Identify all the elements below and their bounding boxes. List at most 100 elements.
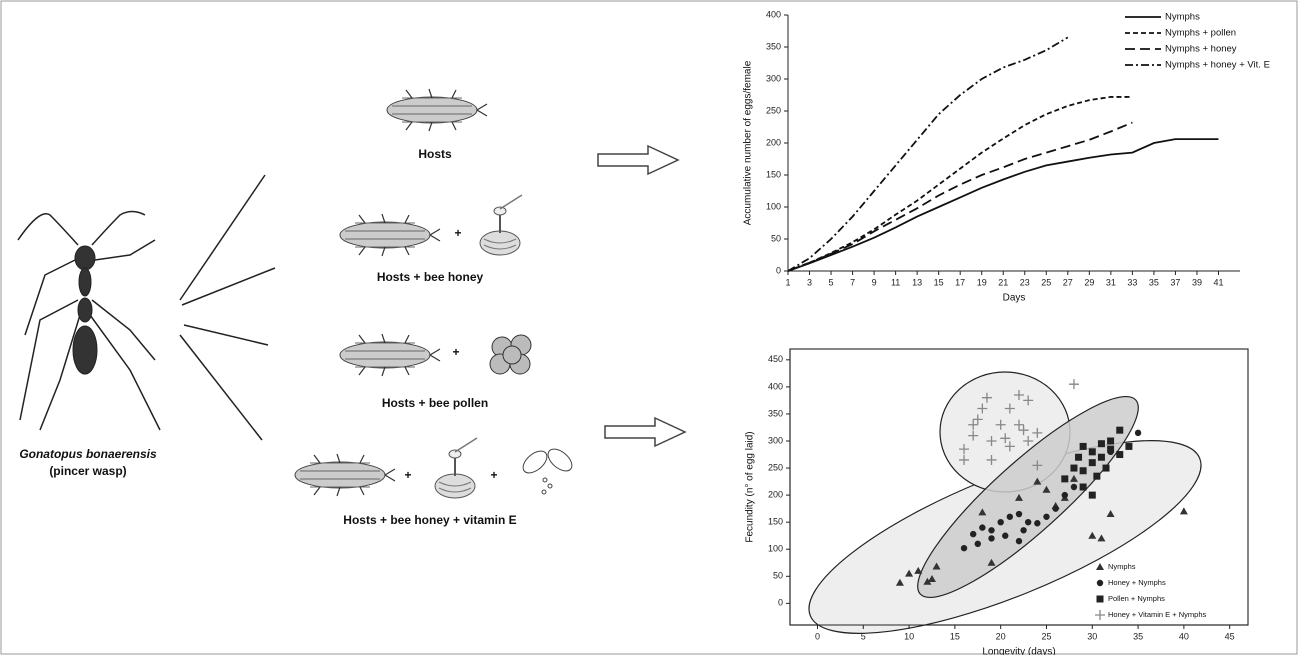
pollen-icon <box>489 334 532 375</box>
data-point <box>1014 390 1024 400</box>
wasp-illustration <box>17 210 161 431</box>
y-tick-label: 50 <box>773 571 783 581</box>
y-tick-label: 0 <box>778 598 783 608</box>
x-tick-label: 1 <box>785 277 790 287</box>
data-point <box>1107 445 1115 453</box>
legend-swatch <box>1096 595 1104 603</box>
x-tick-label: 11 <box>891 277 900 287</box>
y-tick-label: 250 <box>766 105 781 115</box>
data-point <box>1116 451 1124 459</box>
data-point <box>1125 442 1133 450</box>
y-axis-label: Accumulative number of eggs/female <box>743 60 754 225</box>
data-point <box>987 558 996 566</box>
data-point <box>979 524 986 531</box>
y-tick-label: 100 <box>766 201 781 211</box>
data-point <box>1018 425 1029 436</box>
legend-swatch <box>1095 610 1105 620</box>
x-tick-label: 23 <box>1020 277 1030 287</box>
data-point <box>1088 459 1096 467</box>
data-point <box>1079 467 1087 475</box>
x-tick-label: 27 <box>1063 277 1073 287</box>
data-point <box>895 578 904 586</box>
x-tick-label: 33 <box>1127 277 1137 287</box>
y-tick-label: 200 <box>768 489 783 499</box>
data-point <box>1116 426 1124 434</box>
data-point <box>905 569 914 577</box>
x-tick-label: 20 <box>996 631 1006 641</box>
data-point <box>1023 395 1034 406</box>
x-tick-label: 25 <box>1041 631 1051 641</box>
y-tick-label: 400 <box>768 381 783 391</box>
fan-lines <box>179 174 276 441</box>
y-tick-label: 100 <box>768 544 783 554</box>
data-point <box>1075 453 1083 461</box>
data-point <box>1061 491 1069 499</box>
y-tick-label: 0 <box>776 265 781 275</box>
data-point <box>1061 475 1069 483</box>
data-point <box>978 508 987 516</box>
data-point <box>1032 460 1043 471</box>
x-tick-label: 31 <box>1106 277 1116 287</box>
data-point <box>1006 513 1014 520</box>
data-point <box>1024 518 1032 526</box>
vitamin-icon <box>522 448 573 495</box>
data-point <box>1034 520 1041 527</box>
data-point <box>997 518 1004 526</box>
data-point <box>1070 464 1078 472</box>
plus-sign: + <box>404 468 411 482</box>
data-point <box>1015 510 1023 518</box>
data-point <box>1000 433 1011 444</box>
data-point <box>1020 527 1027 534</box>
y-tick-label: 400 <box>766 9 781 19</box>
data-point <box>1070 483 1078 491</box>
data-point <box>968 430 979 441</box>
data-point <box>1088 491 1096 499</box>
x-tick-label: 17 <box>955 277 965 287</box>
treatment-label: Hosts + bee honey + vitamin E <box>343 513 516 527</box>
legend-label: Honey + Vitamin E + Nymphs <box>1108 610 1206 619</box>
data-point <box>927 575 936 582</box>
data-point <box>1042 485 1051 493</box>
data-line <box>787 36 1069 272</box>
data-point <box>1088 531 1097 539</box>
y-tick-label: 300 <box>768 435 783 445</box>
data-point <box>1097 534 1106 542</box>
x-tick-label: 25 <box>1041 277 1051 287</box>
y-tick-label: 450 <box>768 354 783 364</box>
x-tick-label: 5 <box>861 631 866 641</box>
data-point <box>1015 493 1023 501</box>
data-point <box>1079 483 1087 491</box>
data-point <box>1107 437 1115 445</box>
x-tick-label: 13 <box>912 277 922 287</box>
data-point <box>1043 513 1050 520</box>
data-point <box>981 392 992 403</box>
data-point <box>1032 427 1043 438</box>
data-point <box>1069 474 1078 482</box>
y-tick-label: 150 <box>766 169 781 179</box>
data-point <box>959 454 970 465</box>
data-point <box>1093 472 1101 480</box>
x-tick-label: 35 <box>1149 277 1159 287</box>
treatment-label: Hosts <box>418 147 452 161</box>
y-tick-label: 250 <box>768 462 783 472</box>
x-tick-label: 35 <box>1133 631 1143 641</box>
y-tick-label: 350 <box>768 408 783 418</box>
common-name: (pincer wasp) <box>49 464 126 478</box>
data-line <box>787 121 1133 272</box>
data-point <box>1179 507 1188 515</box>
plus-sign: + <box>454 226 461 240</box>
x-tick-label: 40 <box>1179 631 1189 641</box>
data-point <box>1097 453 1105 461</box>
legend-swatch <box>1096 563 1104 570</box>
data-point <box>1097 440 1105 448</box>
legend-label: Honey + Nymphs <box>1108 578 1166 587</box>
data-point <box>1134 429 1142 437</box>
data-point <box>914 566 923 574</box>
y-axis-label: Fecundity (n° of egg laid) <box>745 431 756 542</box>
legend-swatch <box>1096 579 1104 587</box>
x-axis-label: Longevity (days) <box>982 647 1055 655</box>
x-tick-label: 39 <box>1192 277 1202 287</box>
x-tick-label: 37 <box>1170 277 1180 287</box>
x-tick-label: 3 <box>807 277 812 287</box>
data-point <box>1033 477 1042 485</box>
